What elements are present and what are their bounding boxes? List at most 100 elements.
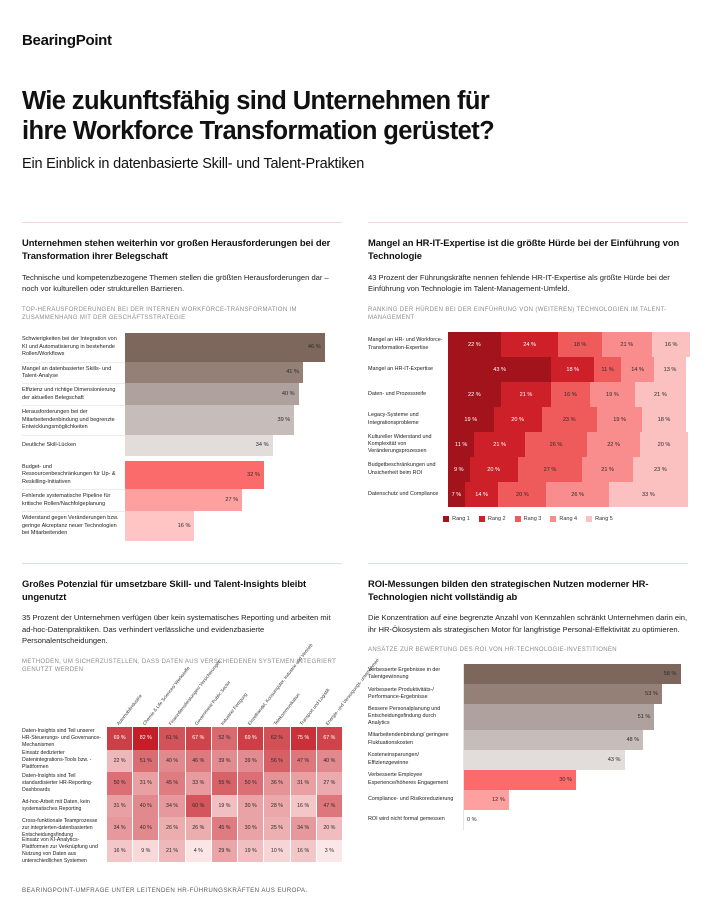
heatmap-cells: 16 % 9 % 21 % 4 % 29 % 19 % 10 % 16 % 3 %	[107, 839, 342, 863]
legend-item[interactable]: Rang 3	[514, 516, 542, 523]
heatmap-row-label: Ad-hoc-Arbeit mit Daten, kein systematis…	[22, 798, 90, 812]
stacked-bar-segment: 22 %	[587, 432, 640, 458]
heatmap-column-label: Industrie/ Fertigung	[211, 681, 248, 727]
bar-category-label: Verbesserte Ergebnisse in der Talentgewi…	[368, 666, 441, 680]
heatmap-cells: 69 % 82 % 61 % 67 % 52 % 69 % 62 % 75 % 67 %	[107, 727, 342, 750]
stacked-bar-track: 11 % 21 % 26 % 22 % 20 %	[448, 432, 688, 458]
heatmap-cells: 31 % 40 % 34 % 60 % 19 % 30 % 28 % 16 % 47 %	[107, 794, 342, 818]
heatmap-row-label: Daten-Insights sind Teil unserer HR-Steu…	[22, 727, 102, 748]
panel-challenges-title: Unternehmen stehen weiterhin vor großen …	[22, 237, 331, 261]
panel-insights-lead: 35 Prozent der Unternehmen verfügen über…	[22, 613, 331, 646]
stacked-bar-value-label: 19 %	[613, 416, 626, 423]
legend-item[interactable]: Rang 2	[478, 516, 506, 523]
panel-insights: Großes Potenzial für umsetzbare Skill- u…	[22, 562, 380, 864]
stacked-bar-segment: 20 %	[639, 432, 688, 458]
heatmap-row: Ad-hoc-Arbeit mit Daten, kein systematis…	[22, 794, 342, 818]
stacked-bar-segment: 21 %	[582, 457, 633, 483]
bar-value-label: 41 %	[286, 369, 299, 376]
bar-value-label: 58 %	[663, 670, 677, 677]
bar-value-label: 39 %	[277, 417, 291, 424]
stacked-bar-segment: 13 %	[654, 357, 686, 383]
stacked-bar-segment: 26 %	[546, 482, 609, 508]
stacked-bar-segment: 9 %	[448, 457, 470, 483]
stacked-bar-value-label: 43 %	[493, 366, 506, 373]
stacked-bar-value-label: 7 %	[451, 491, 462, 498]
heatmap-cell: 22 %	[107, 749, 133, 773]
legend-label: Rang 1	[452, 516, 470, 523]
stacked-bar-track: 22 % 21 % 16 % 19 % 21 %	[448, 382, 688, 408]
heatmap-cell: 62 %	[264, 727, 290, 750]
heatmap-cell: 47 %	[316, 794, 342, 818]
legend-label: Rang 2	[487, 516, 506, 523]
stacked-bar-value-label: 11 %	[601, 366, 614, 373]
bar-category-label: Deutliche Skill-Lücken	[22, 434, 125, 456]
stacked-bar-value-label: 9 %	[453, 466, 464, 473]
bar-category-label: Bessere Personalplanung und Entscheidung…	[368, 705, 441, 727]
heatmap-row: Einsatz dedizierter Datenintegrations-To…	[22, 749, 342, 773]
heatmap-column-label: Finanzdienstleistungen/ Versicherungen	[159, 658, 222, 727]
stacked-bar-segment: 11 %	[594, 357, 621, 383]
bar-track: 34 %	[125, 434, 342, 456]
heatmap-cell: 39 %	[211, 749, 238, 773]
bar-value-label: 0 %	[467, 816, 477, 823]
stacked-bar-value-label: 22 %	[468, 341, 481, 348]
stacked-bar-segment: 20 %	[493, 407, 542, 433]
stacked-bar-segment: 14 %	[464, 482, 499, 508]
bar-fill: 53 %	[464, 683, 662, 704]
heatmap-row-label: Daten-Insights sind Teil standardisierte…	[22, 772, 93, 793]
heatmap-cell: 10 %	[264, 839, 290, 863]
panel-roi-title: ROI-Messungen bilden den strategischen N…	[368, 577, 649, 602]
heatmap-cell: 20 %	[316, 817, 342, 840]
legend-label: Rang 5	[595, 516, 613, 523]
bar-fill: 39 %	[125, 405, 295, 435]
stacked-bar-track: 9 % 20 % 27 % 21 % 23 %	[448, 457, 688, 483]
bar-row: Compliance- und Risikoreduzierung 12 %	[368, 789, 688, 810]
heatmap-column-label: Einzelhandel, Konsumgüter, Industrie und…	[238, 642, 313, 727]
bar-row: Verbesserte Produktivitäts-/ Performance…	[368, 683, 688, 704]
stacked-bar-value-label: 21 %	[519, 391, 533, 398]
heatmap-column-label: Government/ Public Sector	[185, 679, 232, 727]
heatmap-cell: 28 %	[264, 794, 290, 818]
stacked-bar-value-label: 22 %	[607, 441, 620, 448]
stacked-bar-segment: 23 %	[632, 457, 688, 483]
heatmap-row-label: Cross-funktionale Teamprozesse zur integ…	[22, 817, 98, 838]
bar-row: Fehlende systematische Pipeline für krit…	[22, 489, 342, 512]
heatmap-cell: 34 %	[159, 794, 185, 818]
headline-line-2: ihre Workforce Transformation gerüstet?	[22, 116, 495, 145]
bar-fill: 12 %	[464, 789, 509, 810]
heatmap-cell: 75 %	[290, 727, 316, 750]
heatmap-cell: 16 %	[107, 839, 133, 863]
panel-grid: Unternehmen stehen weiterhin vor großen …	[22, 222, 691, 864]
legend-item[interactable]: Rang 4	[550, 516, 577, 523]
legend-item[interactable]: Rang 1	[443, 516, 470, 523]
stacked-bar-segment: 19 %	[448, 407, 494, 433]
heatmap-cell: 61 %	[159, 727, 185, 750]
bar-category-label: Mitarbeitendenbindung/ geringere Fluktua…	[368, 732, 449, 746]
bar-fill: 30 %	[464, 769, 576, 790]
heatmap-column-label: Transport und Logistik	[290, 681, 331, 727]
stacked-bar-segment: 26 %	[524, 432, 588, 458]
heatmap-cell: 3 %	[316, 839, 342, 863]
bar-row: Effizienz und richtige Dimensionierung d…	[22, 383, 342, 406]
stacked-bar-category-label: Mangel an HR- und Workforce-Transformati…	[368, 337, 443, 351]
stacked-bar-value-label: 11 %	[455, 441, 468, 448]
stacked-bar-row: Daten- und Prozessreife 22 % 21 % 16 % 19 % 2…	[368, 382, 688, 408]
panel-barriers: Mangel an HR-IT-Expertise ist die größte…	[368, 222, 691, 541]
legend-swatch	[586, 516, 593, 523]
chart-roi-approaches: Verbesserte Ergebnisse in der Talentgewi…	[368, 663, 688, 830]
stacked-bar-segment: 19 %	[596, 407, 643, 433]
stacked-bar-value-label: 21 %	[601, 466, 614, 473]
stacked-bar-value-label: 21 %	[653, 391, 667, 398]
stacked-bar-segment: 22 %	[448, 332, 501, 358]
heatmap-cell: 27 %	[316, 772, 342, 795]
legend-label: Rang 3	[523, 516, 542, 523]
legend-swatch	[443, 516, 450, 523]
stacked-bar-value-label: 19 %	[606, 391, 619, 398]
heatmap-cell: 47 %	[290, 749, 316, 773]
bar-track: 32 %	[125, 460, 342, 490]
stacked-bar-track: 7 % 14 % 20 % 26 % 33 %	[448, 482, 688, 508]
panel-insights-title: Großes Potenzial für umsetzbare Skill- u…	[22, 577, 307, 602]
legend-item[interactable]: Rang 5	[586, 516, 613, 523]
stacked-bar-value-label: 20 %	[487, 466, 500, 473]
bar-row: Mitarbeitendenbindung/ geringere Fluktua…	[368, 729, 688, 750]
